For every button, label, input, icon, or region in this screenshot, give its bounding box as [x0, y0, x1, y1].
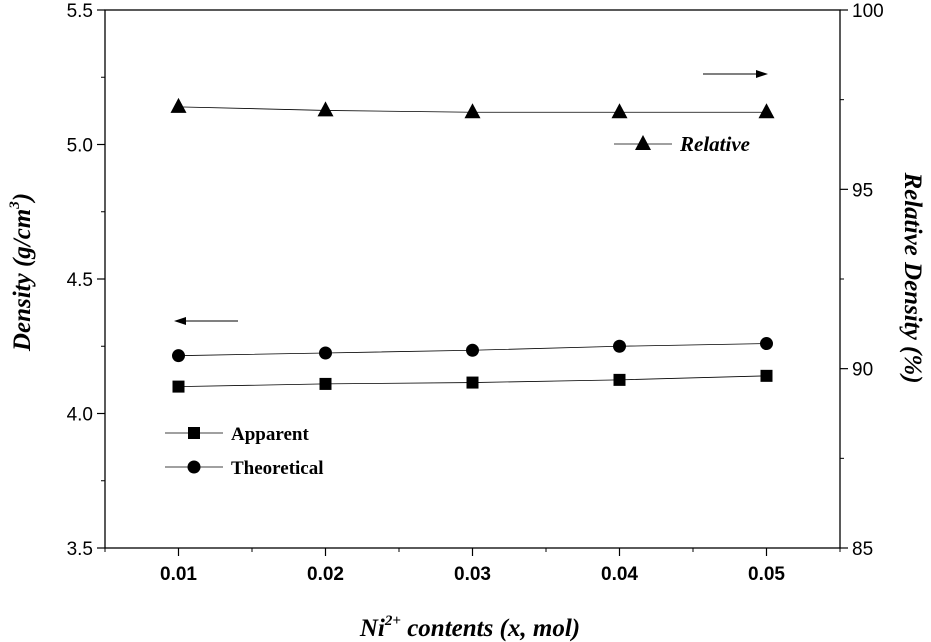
x-axis-title: Ni2+ contents (x, mol)	[359, 613, 580, 642]
data-point-apparent	[319, 377, 332, 390]
arrow-left-head	[174, 317, 186, 325]
y-left-tick-label: 3.5	[67, 539, 93, 560]
x-tick-label: 0.03	[454, 564, 491, 585]
data-point-theoretical	[760, 337, 773, 351]
series-markers	[170, 97, 775, 393]
y-axis-left-title: Density (g/cm3)	[7, 193, 36, 352]
data-point-relative	[758, 103, 775, 119]
data-point-apparent	[466, 376, 479, 389]
legend: Apparent Theoretical Relative	[165, 132, 750, 479]
y-axis-right-title: Relative Density (%)	[899, 171, 926, 383]
x-tick-label: 0.02	[307, 564, 344, 585]
axis-arrows	[174, 70, 768, 325]
y-right-tick-label: 85	[852, 539, 873, 560]
data-point-apparent	[613, 373, 626, 386]
y-left-tick-label: 4.5	[67, 270, 93, 291]
data-point-relative	[317, 101, 334, 117]
legend-label-theoretical: Theoretical	[231, 458, 324, 479]
y-left-tick-label: 5.0	[67, 136, 93, 157]
data-point-theoretical	[319, 346, 332, 360]
y-left-tick-label: 5.5	[67, 1, 93, 22]
y-right-tick-label: 95	[852, 180, 873, 201]
x-tick-label: 0.05	[748, 564, 785, 585]
legend-label-apparent: Apparent	[231, 424, 309, 445]
legend-marker-theoretical	[187, 460, 201, 474]
data-point-apparent	[172, 380, 185, 393]
axis-ticks	[97, 9, 848, 556]
data-point-relative	[170, 97, 187, 113]
legend-marker-relative	[635, 135, 651, 150]
x-tick-label: 0.01	[160, 564, 197, 585]
data-point-relative	[611, 103, 628, 119]
y-right-tick-label: 90	[852, 360, 873, 381]
arrow-right-head	[756, 70, 768, 78]
data-point-theoretical	[613, 339, 626, 353]
data-point-theoretical	[466, 343, 479, 357]
axis-tick-labels: 0.01 0.02 0.03 0.04 0.05 3.5 4.0 4.5 5.0 5.5 85 90 9…	[67, 1, 884, 585]
y-right-tick-label: 100	[852, 1, 884, 22]
legend-marker-apparent	[188, 427, 200, 439]
data-point-theoretical	[172, 349, 185, 363]
data-point-apparent	[760, 369, 773, 382]
data-point-relative	[464, 103, 481, 119]
x-tick-label: 0.04	[601, 564, 638, 585]
y-left-tick-label: 4.0	[67, 405, 93, 426]
legend-label-relative: Relative	[679, 132, 750, 156]
